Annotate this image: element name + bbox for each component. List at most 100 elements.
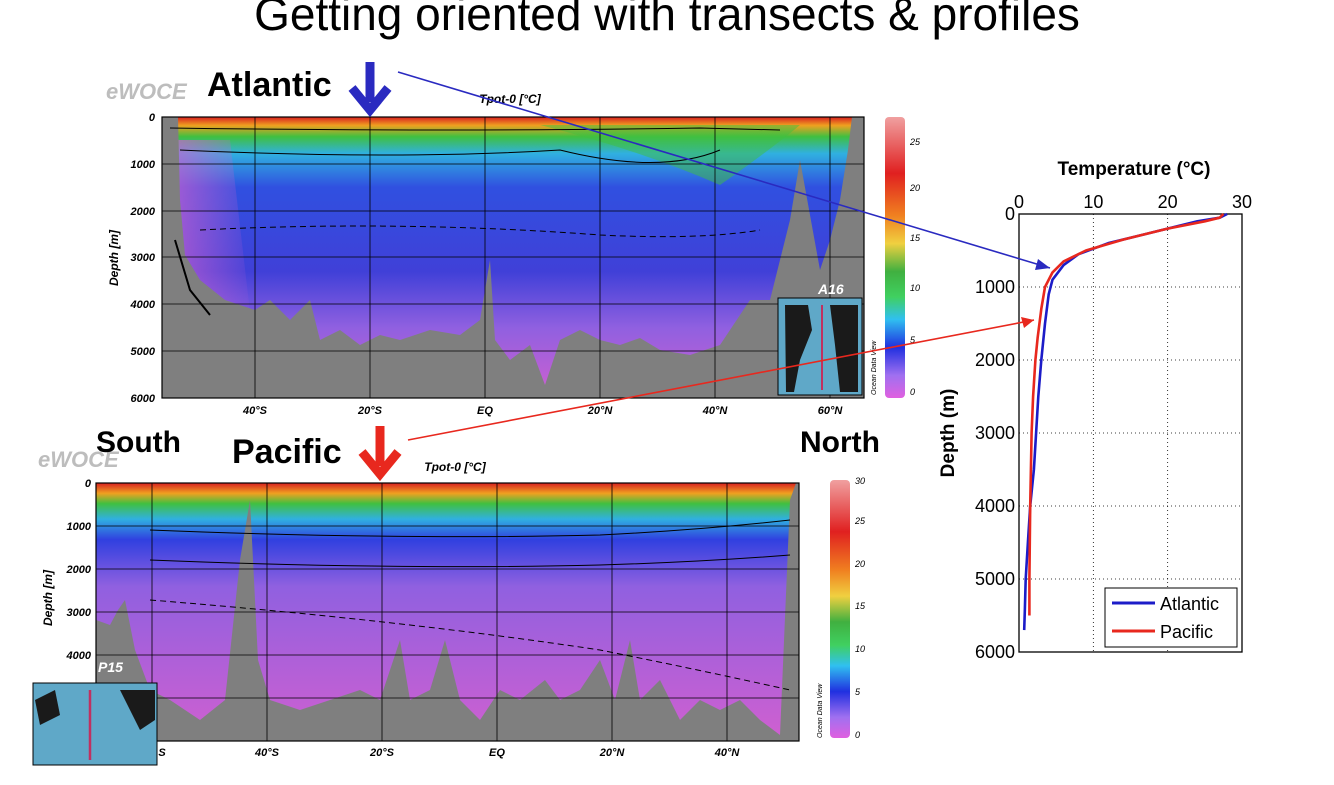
pacific-xticks: S 40°S 20°S EQ 20°N 40°N [158,747,740,759]
profile-grid [1019,214,1242,652]
pacific-ytick: 0 [85,478,92,490]
pacific-ewoce: eWOCE [38,447,120,472]
atlantic-ewoce: eWOCE [106,79,188,104]
pacific-odv-label: Ocean Data View [817,683,824,738]
north-label: North [800,426,880,459]
profile-line-pacific [1028,213,1225,616]
pacific-cbar-tick: 15 [855,601,866,611]
pacific-contour-2 [149,554,791,568]
pacific-cbar-tick: 25 [854,516,866,526]
atlantic-inset-map: A16 [777,281,863,396]
pacific-ylabel: Depth [m] [41,569,55,626]
pacific-down-arrow [358,426,402,482]
slide-title: Getting oriented with transects & profil… [254,0,1080,40]
atlantic-ytick: 6000 [131,393,156,405]
atlantic-xtick: 40°S [242,405,268,417]
atlantic-xtick: 20°S [357,405,383,417]
pacific-cbar-tick: 5 [855,687,861,697]
temperature-profile-chart: Temperature (°C) Depth (m) 0 10 20 30 0 1000 2… [938,159,1252,662]
pacific-xtick: 20°S [369,747,395,759]
pacific-xtick: 40°S [254,747,280,759]
pacific-colorbar [830,480,850,738]
profile-ytick: 1000 [975,277,1015,297]
pacific-connector [407,319,1035,441]
legend-box [1104,587,1238,648]
profile-xlabel: Temperature (°C) [1058,159,1211,180]
profile-ytick: 2000 [975,350,1015,370]
pacific-ytick: 2000 [66,564,92,576]
profile-xtick: 10 [1083,192,1103,212]
atlantic-cbar-tick: 0 [910,387,915,397]
atlantic-xtick: EQ [477,405,493,417]
atlantic-contour-10 [169,127,781,131]
pacific-plot-title: Tpot-0 [°C] [424,460,486,474]
pacific-inset-label: P15 [98,659,123,675]
pacific-ytick: 3000 [67,607,92,619]
profile-ylabel: Depth (m) [938,389,959,478]
south-label: South [96,426,181,459]
pacific-colorbar-ticks: 0 5 10 15 20 25 30 [854,476,866,740]
pacific-cbar-tick: 0 [855,730,860,740]
profile-ytick: 0 [1005,204,1015,224]
atlantic-contour-2 [199,225,761,238]
atlantic-cbar-tick: 15 [910,233,921,243]
atlantic-yticks: 0 1000 2000 3000 4000 5000 6000 [130,112,156,405]
legend-label-pacific: Pacific [1160,622,1213,642]
pacific-xtick: EQ [489,747,505,759]
profile-ytick: 5000 [975,569,1015,589]
atlantic-down-arrow [348,62,392,118]
atlantic-cbar-tick: 5 [910,335,916,345]
profile-ytick: 6000 [975,642,1015,662]
atlantic-contour-4 [179,149,721,163]
profile-legend: Atlantic Pacific [1104,587,1238,648]
atlantic-connector [397,71,1051,269]
atlantic-inset-label: A16 [817,281,844,297]
pacific-contour-4 [149,519,791,538]
profile-xtick: 0 [1014,192,1024,212]
pacific-cbar-tick: 20 [854,559,865,569]
atlantic-connector-head [1035,259,1050,270]
atlantic-xtick: 20°N [587,405,614,417]
atlantic-ytick: 4000 [130,299,156,311]
atlantic-warm-bulge [540,125,800,185]
atlantic-odv-label: Ocean Data View [871,340,878,395]
pacific-label: Pacific [232,433,342,471]
atlantic-ytick: 1000 [131,159,156,171]
atlantic-cbar-tick: 25 [909,137,921,147]
profile-ytick: 4000 [975,496,1015,516]
pacific-inset-map: P15 [32,659,158,766]
pacific-xtick: 40°N [714,747,741,759]
pacific-ytick: 4000 [66,650,92,662]
atlantic-cbar-tick: 10 [910,283,920,293]
atlantic-ytick: 2000 [130,206,156,218]
legend-label-atlantic: Atlantic [1160,594,1219,614]
pacific-xtick: S [158,747,166,759]
atlantic-colorbar [885,117,905,398]
profile-ytick: 3000 [975,423,1015,443]
atlantic-ytick: 5000 [131,346,156,358]
pacific-section-chart: Tpot-0 [°C] Depth [m] 0 1000 2000 3000 4… [32,426,880,766]
pacific-cbar-tick: 30 [855,476,865,486]
atlantic-cbar-tick: 20 [909,183,920,193]
profile-series [1022,212,1228,631]
pacific-cbar-tick: 10 [855,644,865,654]
atlantic-ylabel: Depth [m] [107,229,121,286]
atlantic-plot-title: Tpot-0 [°C] [479,92,541,106]
profile-plot-frame [1018,213,1243,653]
atlantic-plot-frame [161,116,865,399]
atlantic-colorbar-ticks: 0 5 10 15 20 25 [909,137,921,397]
atlantic-label: Atlantic [207,66,332,104]
atlantic-section-chart: Tpot-0 [°C] Depth [m] 0 1000 2000 3000 4… [106,62,921,417]
atlantic-xtick: 40°N [702,405,729,417]
pacific-ytick: 1000 [67,521,92,533]
atlantic-xtick: 60°N [818,405,844,417]
atlantic-ytick: 0 [149,112,156,124]
atlantic-xticks: 40°S 20°S EQ 20°N 40°N 60°N [242,405,843,417]
pacific-plot-frame [95,482,800,742]
atlantic-grid [162,117,864,398]
pacific-bathymetry [96,483,799,741]
connector-arrows [397,71,1051,441]
pacific-xtick: 20°N [599,747,626,759]
profile-xtick: 20 [1158,192,1178,212]
